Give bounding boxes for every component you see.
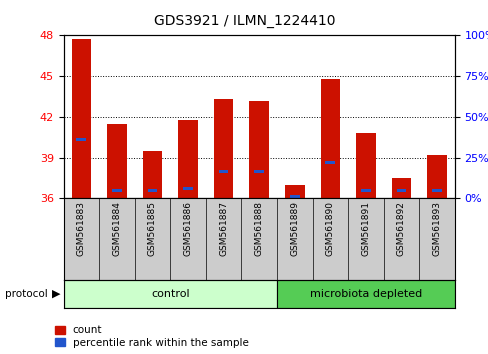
Bar xyxy=(431,189,441,192)
Legend: count, percentile rank within the sample: count, percentile rank within the sample xyxy=(54,324,249,349)
Text: GDS3921 / ILMN_1224410: GDS3921 / ILMN_1224410 xyxy=(153,14,335,28)
Text: ▶: ▶ xyxy=(52,289,61,299)
Bar xyxy=(360,189,370,192)
Text: GSM561892: GSM561892 xyxy=(396,201,405,256)
Bar xyxy=(112,189,122,192)
Bar xyxy=(76,138,86,141)
Text: control: control xyxy=(151,289,189,299)
Text: GSM561890: GSM561890 xyxy=(325,201,334,256)
Text: GSM561893: GSM561893 xyxy=(431,201,441,256)
Bar xyxy=(147,189,157,192)
Text: GSM561883: GSM561883 xyxy=(77,201,86,256)
Bar xyxy=(107,124,126,198)
Bar xyxy=(178,120,198,198)
Text: GSM561884: GSM561884 xyxy=(112,201,121,256)
Bar xyxy=(276,280,454,308)
Text: GSM561891: GSM561891 xyxy=(361,201,369,256)
Text: GSM561887: GSM561887 xyxy=(219,201,227,256)
Text: microbiota depleted: microbiota depleted xyxy=(309,289,421,299)
Bar xyxy=(355,133,375,198)
Text: GSM561885: GSM561885 xyxy=(148,201,157,256)
Bar xyxy=(289,195,299,198)
Bar xyxy=(325,161,334,165)
Bar xyxy=(254,170,264,173)
Bar xyxy=(213,99,233,198)
Bar xyxy=(249,101,268,198)
Text: protocol: protocol xyxy=(5,289,47,299)
Bar xyxy=(320,79,339,198)
Text: GSM561888: GSM561888 xyxy=(254,201,263,256)
Text: GSM561886: GSM561886 xyxy=(183,201,192,256)
Bar xyxy=(63,280,276,308)
Bar xyxy=(183,187,193,189)
Bar xyxy=(218,170,228,173)
Bar xyxy=(427,155,446,198)
Text: GSM561889: GSM561889 xyxy=(290,201,299,256)
Bar xyxy=(396,189,406,192)
Bar xyxy=(285,185,304,198)
Bar xyxy=(142,151,162,198)
Bar xyxy=(391,178,410,198)
Bar xyxy=(71,39,91,198)
